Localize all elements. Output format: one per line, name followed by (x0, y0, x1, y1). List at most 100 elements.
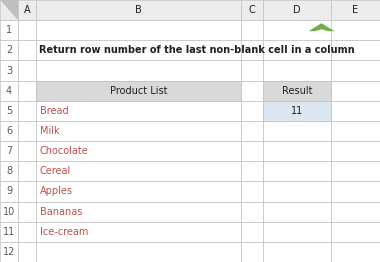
Text: 5: 5 (6, 106, 12, 116)
Bar (263, 181, 331, 201)
Text: Cereal: Cereal (40, 166, 71, 176)
Bar (263, 20, 331, 40)
Bar (36, 222, 241, 242)
Text: Product List: Product List (110, 86, 167, 96)
Bar (331, 101, 380, 121)
Bar (263, 101, 331, 121)
Bar (263, 61, 331, 81)
Text: 6: 6 (6, 126, 12, 136)
Text: 9: 9 (6, 187, 12, 196)
Bar (263, 81, 331, 101)
Bar (36, 201, 241, 222)
Bar (263, 161, 331, 181)
Bar (241, 20, 263, 40)
Text: E: E (352, 5, 359, 15)
Text: 7: 7 (6, 146, 12, 156)
Bar (18, 20, 36, 40)
Text: Bread: Bread (40, 106, 69, 116)
Bar (18, 61, 36, 81)
Bar (331, 121, 380, 141)
Bar (331, 181, 380, 201)
Bar (331, 40, 380, 61)
Bar (263, 222, 331, 242)
Bar (0, 0, 18, 20)
Text: C: C (249, 5, 255, 15)
Bar (36, 242, 241, 262)
Bar (241, 101, 263, 121)
Bar (36, 20, 241, 40)
Bar (331, 0, 380, 20)
Bar (241, 161, 263, 181)
Bar (18, 242, 36, 262)
Bar (18, 0, 36, 20)
Text: 1: 1 (6, 25, 12, 35)
Text: Return row number of the last non-blank cell in a column: Return row number of the last non-blank … (39, 45, 355, 55)
Bar (18, 161, 36, 181)
Bar (36, 121, 241, 141)
Bar (0, 81, 18, 101)
Bar (36, 81, 241, 101)
Text: 8: 8 (6, 166, 12, 176)
Bar (0, 242, 18, 262)
Bar (241, 242, 263, 262)
Bar (263, 0, 331, 20)
Bar (263, 141, 331, 161)
Bar (0, 121, 18, 141)
Bar (18, 181, 36, 201)
Bar (241, 141, 263, 161)
Bar (331, 201, 380, 222)
Bar (36, 0, 241, 20)
Text: 2: 2 (6, 45, 12, 55)
Bar (0, 101, 18, 121)
Bar (0, 222, 18, 242)
Bar (331, 20, 380, 40)
Bar (0, 20, 18, 40)
Bar (36, 161, 241, 181)
Polygon shape (309, 23, 334, 31)
Bar (263, 121, 331, 141)
Bar (241, 0, 263, 20)
Text: D: D (293, 5, 301, 15)
Text: Chocolate: Chocolate (40, 146, 89, 156)
Text: 11: 11 (291, 106, 303, 116)
Bar (0, 201, 18, 222)
Bar (331, 222, 380, 242)
Bar (0, 61, 18, 81)
Text: Ice-cream: Ice-cream (40, 227, 89, 237)
Text: Bananas: Bananas (40, 207, 82, 217)
Bar (263, 101, 331, 121)
Text: Milk: Milk (40, 126, 60, 136)
Bar (36, 141, 241, 161)
Bar (331, 61, 380, 81)
Bar (0, 161, 18, 181)
Bar (331, 161, 380, 181)
Text: Apples: Apples (40, 187, 73, 196)
Text: B: B (135, 5, 142, 15)
Bar (241, 181, 263, 201)
Bar (241, 121, 263, 141)
Bar (331, 141, 380, 161)
Bar (263, 242, 331, 262)
Bar (18, 222, 36, 242)
Bar (18, 201, 36, 222)
Text: 4: 4 (6, 86, 12, 96)
Text: 12: 12 (3, 247, 15, 257)
Bar (331, 81, 380, 101)
Bar (0, 40, 18, 61)
Bar (18, 141, 36, 161)
Bar (241, 201, 263, 222)
Bar (241, 40, 263, 61)
Bar (36, 181, 241, 201)
Text: 3: 3 (6, 66, 12, 75)
Bar (36, 101, 241, 121)
Bar (0, 141, 18, 161)
Text: Result: Result (282, 86, 312, 96)
Bar (241, 61, 263, 81)
Polygon shape (0, 0, 18, 20)
Bar (241, 81, 263, 101)
Bar (18, 81, 36, 101)
Bar (18, 40, 36, 61)
Bar (263, 40, 331, 61)
Bar (263, 81, 331, 101)
Bar (0, 181, 18, 201)
